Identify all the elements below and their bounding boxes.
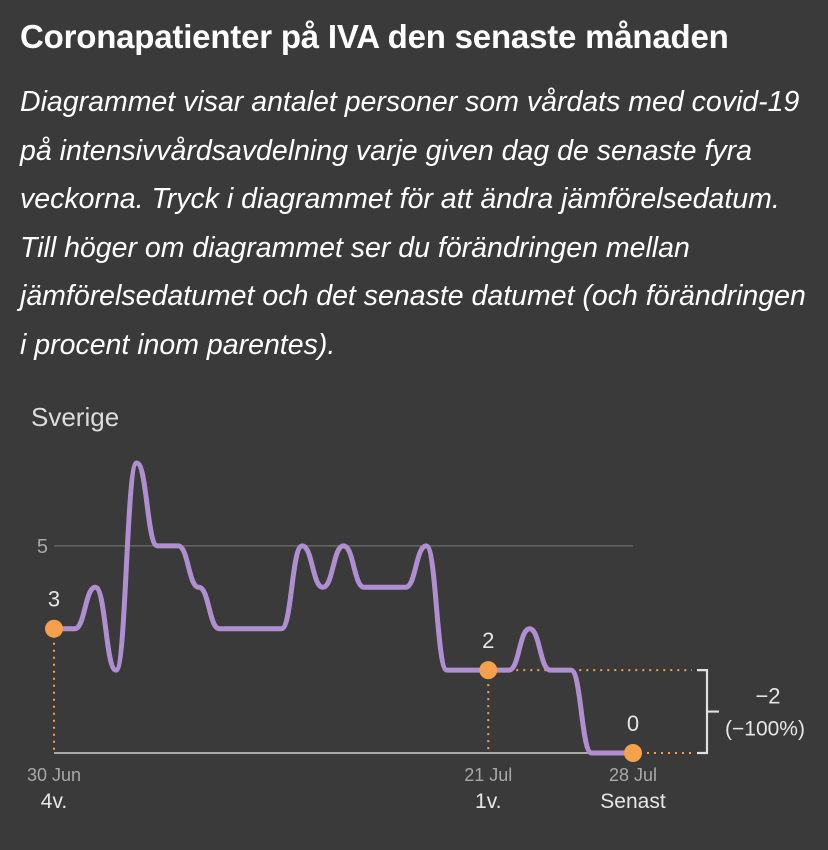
chart-description: Diagrammet visar antalet personer som vå… — [20, 86, 806, 361]
x-tick-label: 21 Jul — [464, 765, 512, 785]
y-tick-label: 5 — [37, 536, 48, 558]
x-tick-label: 30 Jun — [27, 765, 81, 785]
x-tick-sublabel: Senast — [600, 790, 666, 813]
series-line[interactable] — [51, 460, 636, 756]
highlight-value-label: 3 — [48, 587, 60, 612]
x-tick-sublabel: 4v. — [41, 790, 67, 813]
highlight-value-label: 2 — [482, 628, 494, 653]
highlight-marker[interactable] — [45, 619, 63, 638]
highlight-value-label: 0 — [627, 711, 639, 736]
change-percent: (−100%) — [725, 718, 805, 741]
change-bracket — [697, 669, 719, 755]
change-absolute: −2 — [755, 684, 780, 709]
highlight-marker[interactable] — [624, 744, 642, 762]
highlight-marker[interactable] — [479, 661, 498, 680]
x-tick-label: 28 Jul — [609, 765, 657, 785]
region-label: Sverige — [31, 402, 119, 432]
x-tick-sublabel: 1v. — [475, 790, 501, 813]
chart-title: Coronapatienter på IVA den senaste månad… — [20, 18, 729, 55]
